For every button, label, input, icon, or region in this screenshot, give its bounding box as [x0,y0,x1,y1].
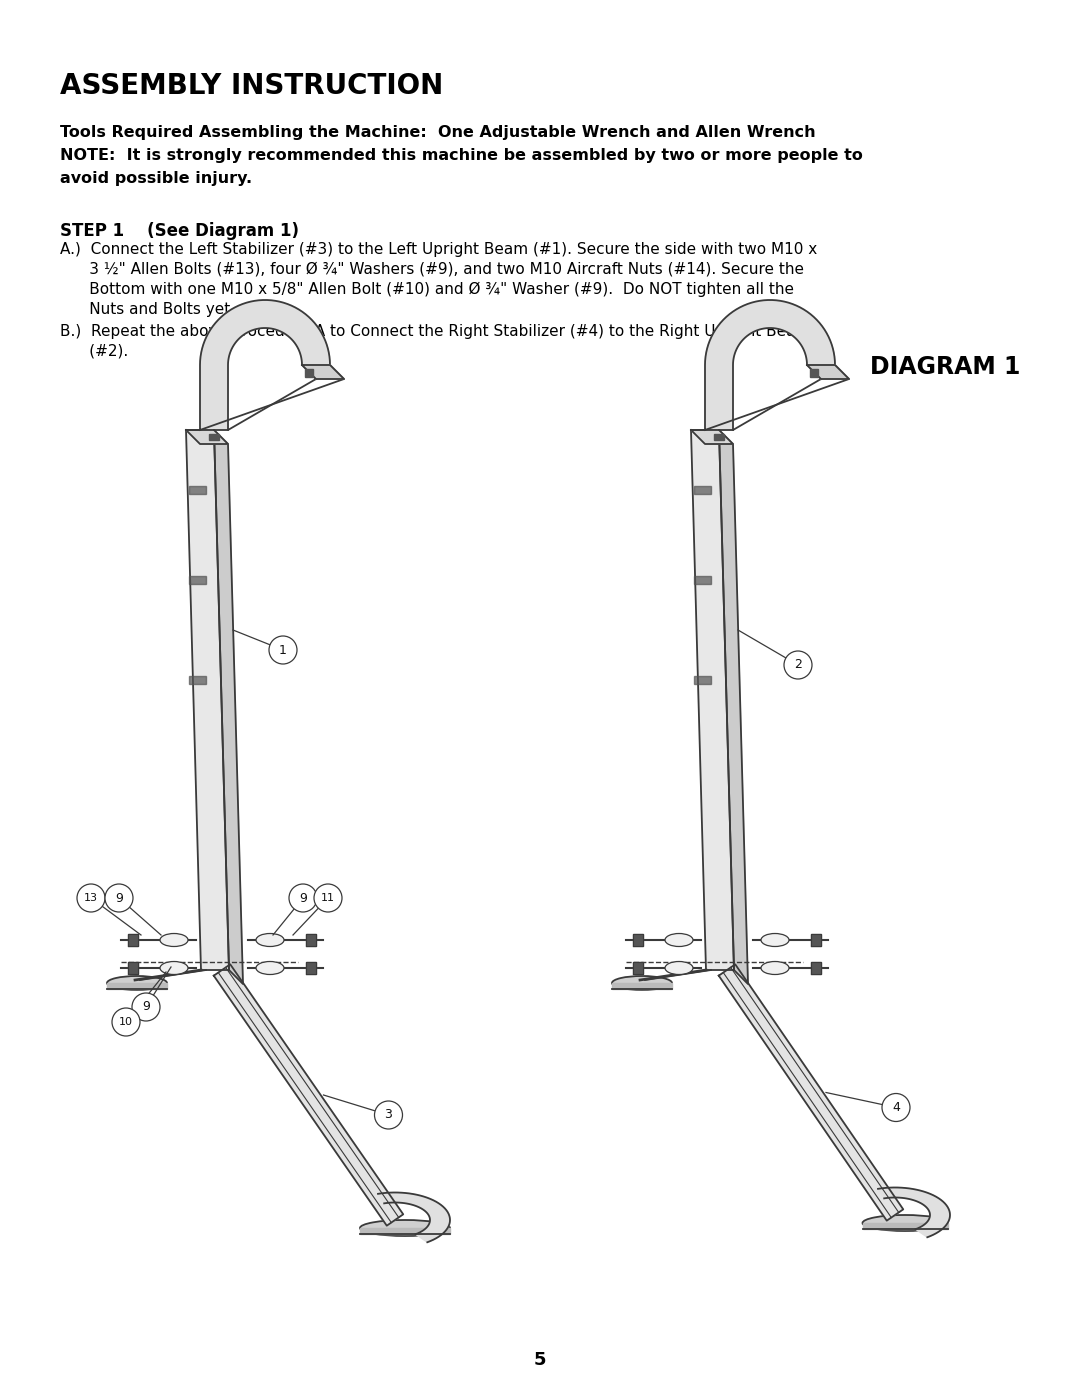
Polygon shape [807,365,849,379]
Ellipse shape [256,933,284,947]
Polygon shape [719,964,903,1221]
Text: 3: 3 [384,1108,392,1122]
Polygon shape [612,983,672,989]
Ellipse shape [761,961,789,975]
Polygon shape [200,300,345,430]
Polygon shape [189,486,206,495]
Circle shape [882,1094,910,1122]
Circle shape [289,884,318,912]
Text: 10: 10 [119,1017,133,1027]
Text: Nuts and Bolts yet.: Nuts and Bolts yet. [60,302,235,317]
Polygon shape [878,1187,950,1238]
Text: 9: 9 [299,891,307,904]
Polygon shape [214,430,243,983]
Ellipse shape [360,1220,450,1236]
Ellipse shape [256,961,284,975]
Text: NOTE:  It is strongly recommended this machine be assembled by two or more peopl: NOTE: It is strongly recommended this ma… [60,148,863,163]
Polygon shape [691,430,734,970]
Text: B.)  Repeat the above procedure A to Connect the Right Stabilizer (#4) to the Ri: B.) Repeat the above procedure A to Conn… [60,324,810,339]
Text: 9: 9 [143,1000,150,1013]
Polygon shape [694,576,711,584]
Polygon shape [810,369,818,377]
Polygon shape [633,963,643,974]
Polygon shape [378,1193,450,1242]
Circle shape [784,651,812,679]
Text: 5: 5 [534,1351,546,1369]
Polygon shape [306,935,316,946]
Text: 13: 13 [84,893,98,902]
Ellipse shape [761,933,789,947]
Polygon shape [129,935,138,946]
Text: (#2).: (#2). [60,344,129,359]
Circle shape [112,1009,140,1037]
Polygon shape [189,676,206,685]
Text: 4: 4 [892,1101,900,1113]
Polygon shape [811,935,821,946]
Polygon shape [360,1228,450,1234]
Polygon shape [107,983,167,989]
Circle shape [105,884,133,912]
Text: DIAGRAM 1: DIAGRAM 1 [869,355,1020,379]
Text: 9: 9 [116,891,123,904]
Text: 3 ½" Allen Bolts (#13), four Ø ¾" Washers (#9), and two M10 Aircraft Nuts (#14).: 3 ½" Allen Bolts (#13), four Ø ¾" Washer… [60,263,804,277]
Ellipse shape [107,977,167,990]
Circle shape [314,884,342,912]
Text: Bottom with one M10 x 5/8" Allen Bolt (#10) and Ø ¾" Washer (#9).  Do NOT tighte: Bottom with one M10 x 5/8" Allen Bolt (#… [60,282,794,298]
Ellipse shape [665,933,693,947]
Polygon shape [633,935,643,946]
Ellipse shape [665,961,693,975]
Polygon shape [129,963,138,974]
Circle shape [269,636,297,664]
Polygon shape [694,676,711,685]
Text: A.)  Connect the Left Stabilizer (#3) to the Left Upright Beam (#1). Secure the : A.) Connect the Left Stabilizer (#3) to … [60,242,818,257]
Circle shape [132,993,160,1021]
Ellipse shape [160,933,188,947]
Text: STEP 1    (See Diagram 1): STEP 1 (See Diagram 1) [60,222,299,240]
Ellipse shape [612,977,672,990]
Circle shape [77,884,105,912]
Polygon shape [186,430,229,970]
Polygon shape [186,430,228,444]
Polygon shape [811,963,821,974]
Polygon shape [306,963,316,974]
Polygon shape [694,486,711,495]
Polygon shape [302,365,345,379]
Text: avoid possible injury.: avoid possible injury. [60,170,252,186]
Polygon shape [863,1222,947,1229]
Polygon shape [691,430,733,444]
Polygon shape [210,434,219,440]
Circle shape [375,1101,403,1129]
Polygon shape [189,576,206,584]
Text: 11: 11 [321,893,335,902]
Text: 2: 2 [794,658,802,672]
Polygon shape [214,964,403,1225]
Text: ASSEMBLY INSTRUCTION: ASSEMBLY INSTRUCTION [60,73,443,101]
Polygon shape [305,369,313,377]
Polygon shape [705,300,849,430]
Text: 1: 1 [279,644,287,657]
Text: Tools Required Assembling the Machine:  One Adjustable Wrench and Allen Wrench: Tools Required Assembling the Machine: O… [60,124,815,140]
Ellipse shape [863,1215,947,1231]
Polygon shape [714,434,724,440]
Ellipse shape [160,961,188,975]
Polygon shape [719,430,748,983]
